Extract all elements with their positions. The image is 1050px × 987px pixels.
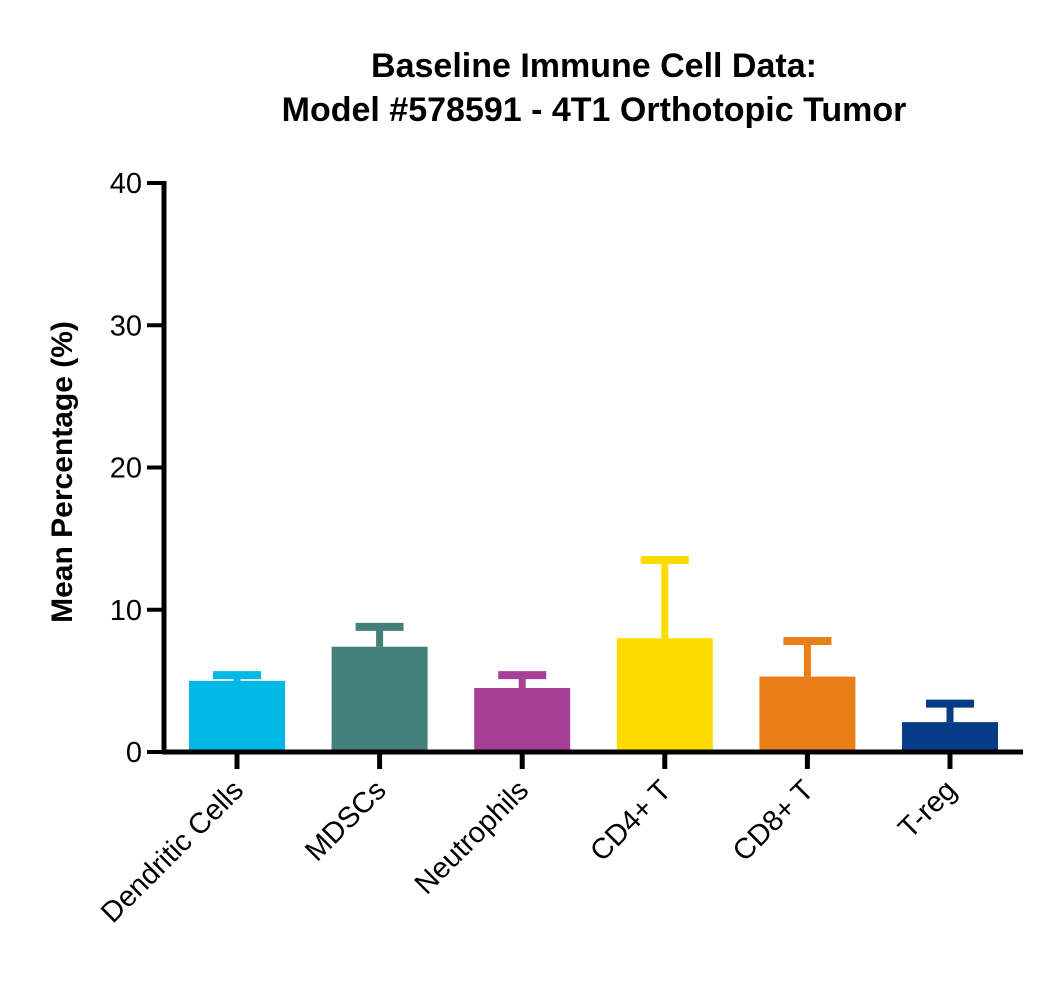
bar xyxy=(759,676,856,752)
bar xyxy=(189,680,285,752)
y-tick-label: 20 xyxy=(110,453,142,485)
plot-area: 0 10 20 30 40 Dendritic Cells MDSCs Neutrophils… xyxy=(95,168,1023,929)
y-tick-label: 40 xyxy=(110,168,142,200)
x-tick-label: CD8+ T xyxy=(727,774,821,868)
bar xyxy=(474,687,571,752)
chart-title-line-1: Baseline Immune Cell Data: xyxy=(371,47,817,85)
x-tick-label: Neutrophils xyxy=(409,774,535,900)
chart-title-line-2: Model #578591 - 4T1 Orthotopic Tumor xyxy=(282,91,907,129)
y-tick-label: 30 xyxy=(110,310,142,342)
x-tick-label: T-reg xyxy=(892,774,962,844)
bar xyxy=(902,722,998,752)
bar xyxy=(616,638,713,752)
y-axis-label: Mean Percentage (%) xyxy=(46,321,79,623)
x-tick-label: Dendritic Cells xyxy=(95,774,250,929)
x-tick-label: CD4+ T xyxy=(584,774,678,868)
bar xyxy=(331,646,428,752)
y-tick-label: 10 xyxy=(110,595,142,627)
x-tick-label: MDSCs xyxy=(299,774,392,867)
y-tick-label: 0 xyxy=(126,737,142,769)
